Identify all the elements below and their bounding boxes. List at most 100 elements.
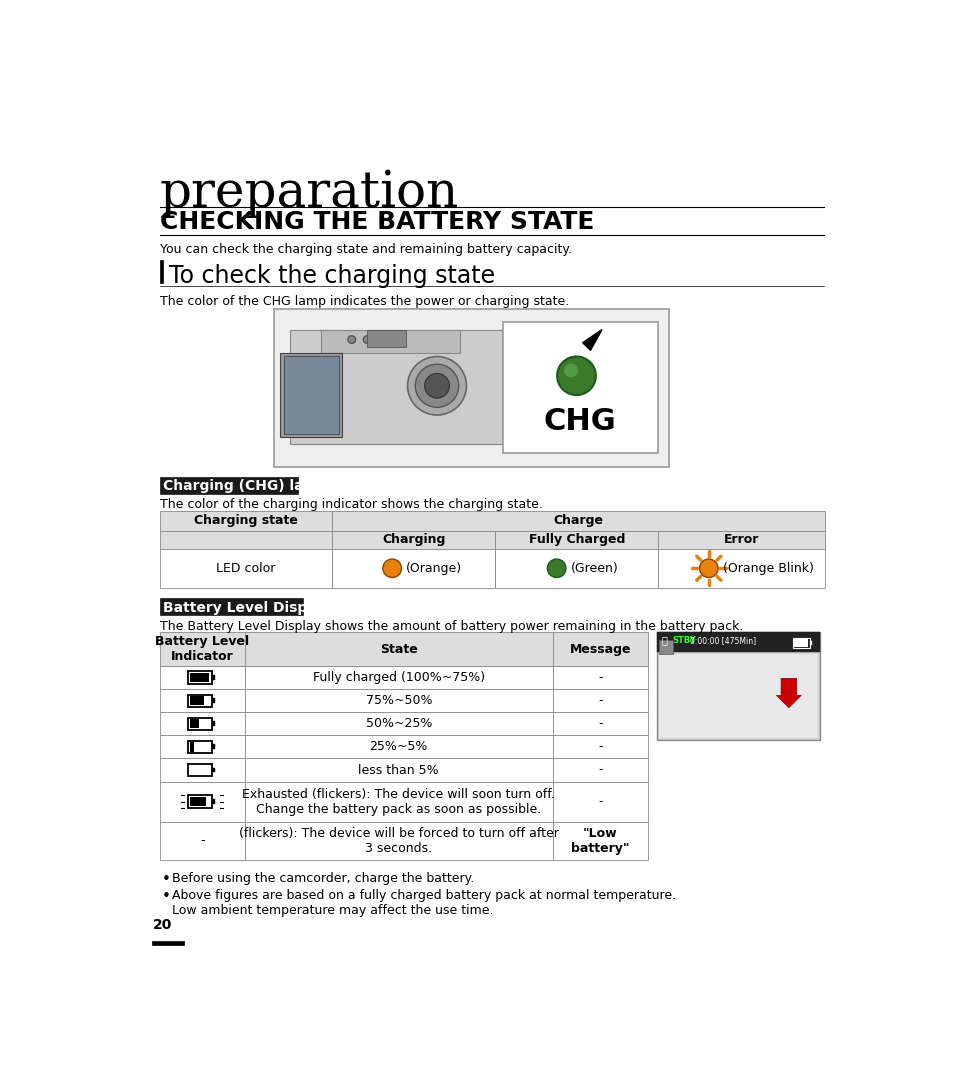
Bar: [552, 781, 647, 822]
Bar: [552, 758, 647, 781]
Bar: [190, 696, 204, 706]
Bar: [245, 822, 552, 860]
Bar: [245, 735, 552, 758]
Text: 0:00:00 [475Min]: 0:00:00 [475Min]: [689, 636, 755, 645]
Bar: [188, 671, 212, 684]
Bar: [188, 718, 212, 730]
Text: State: State: [379, 643, 417, 656]
Text: Error: Error: [723, 533, 759, 547]
Bar: [159, 781, 245, 822]
Text: (Green): (Green): [570, 562, 618, 575]
Text: -: -: [598, 741, 601, 754]
Bar: [188, 764, 212, 776]
Bar: [212, 721, 215, 727]
Bar: [159, 511, 332, 530]
Bar: [245, 667, 552, 690]
Text: You can check the charging state and remaining battery capacity.: You can check the charging state and rem…: [159, 242, 571, 255]
Bar: [212, 768, 215, 772]
Text: 25%~5%: 25%~5%: [369, 741, 428, 754]
Text: (Orange): (Orange): [406, 562, 462, 575]
Text: -: -: [598, 717, 601, 730]
Bar: [658, 640, 672, 654]
Text: Above figures are based on a fully charged battery pack at normal temperature.
L: Above figures are based on a fully charg…: [172, 889, 676, 918]
Text: The color of the charging indicator shows the charging state.: The color of the charging indicator show…: [159, 499, 542, 512]
Text: preparation: preparation: [159, 169, 458, 218]
Text: CHECKING THE BATTERY STATE: CHECKING THE BATTERY STATE: [159, 211, 594, 235]
Bar: [552, 822, 647, 860]
Bar: [290, 329, 502, 444]
Text: STBY: STBY: [672, 636, 696, 645]
Circle shape: [547, 559, 565, 577]
Circle shape: [415, 364, 458, 407]
Bar: [245, 781, 552, 822]
Bar: [159, 667, 245, 690]
Text: Fully charged (100%~75%): Fully charged (100%~75%): [313, 671, 484, 684]
Text: The Battery Level Display shows the amount of battery power remaining in the bat: The Battery Level Display shows the amou…: [159, 620, 742, 633]
Polygon shape: [582, 329, 601, 350]
Circle shape: [407, 357, 466, 415]
Text: "Low
battery": "Low battery": [570, 827, 629, 855]
Bar: [159, 598, 303, 615]
Bar: [658, 530, 823, 549]
Bar: [245, 758, 552, 781]
Bar: [188, 695, 212, 707]
Bar: [159, 260, 163, 283]
Bar: [658, 549, 823, 588]
Bar: [159, 632, 245, 667]
Bar: [152, 940, 184, 945]
Bar: [190, 719, 199, 729]
Bar: [552, 735, 647, 758]
Text: -: -: [598, 764, 601, 777]
Bar: [552, 712, 647, 735]
Bar: [212, 675, 215, 680]
Text: •: •: [162, 873, 171, 887]
Bar: [188, 741, 212, 753]
Text: 50%~25%: 50%~25%: [365, 717, 432, 730]
Text: LED color: LED color: [216, 562, 275, 575]
FancyArrow shape: [776, 679, 801, 708]
Bar: [159, 690, 245, 712]
Bar: [159, 712, 245, 735]
Bar: [159, 758, 245, 781]
Bar: [188, 795, 212, 807]
Bar: [793, 639, 807, 647]
Text: 📷: 📷: [661, 635, 667, 645]
Text: Before using the camcorder, charge the battery.: Before using the camcorder, charge the b…: [172, 873, 474, 886]
Circle shape: [363, 336, 371, 344]
Text: 75%~50%: 75%~50%: [365, 694, 432, 707]
Text: Battery Level
Indicator: Battery Level Indicator: [155, 635, 249, 663]
Bar: [245, 632, 552, 667]
Circle shape: [382, 559, 401, 577]
Bar: [212, 744, 215, 750]
Text: The color of the CHG lamp indicates the power or charging state.: The color of the CHG lamp indicates the …: [159, 295, 568, 308]
Text: Message: Message: [569, 643, 630, 656]
Bar: [212, 698, 215, 704]
Bar: [658, 654, 818, 739]
Bar: [657, 632, 819, 652]
Bar: [552, 632, 647, 667]
Bar: [502, 322, 658, 453]
Text: Battery Level Display: Battery Level Display: [163, 601, 330, 614]
Bar: [212, 799, 215, 804]
Text: (flickers): The device will be forced to turn off after
3 seconds.: (flickers): The device will be forced to…: [238, 827, 558, 855]
Bar: [159, 549, 332, 588]
Text: -: -: [598, 671, 601, 684]
Bar: [159, 530, 332, 549]
Text: To check the charging state: To check the charging state: [169, 264, 495, 288]
Bar: [245, 712, 552, 735]
Bar: [552, 690, 647, 712]
Bar: [657, 632, 819, 740]
Bar: [274, 309, 669, 467]
Text: Fully Charged: Fully Charged: [528, 533, 624, 547]
Text: Charging state: Charging state: [193, 514, 297, 527]
Bar: [809, 640, 811, 645]
Bar: [245, 690, 552, 712]
Bar: [159, 822, 245, 860]
Bar: [320, 329, 459, 352]
Text: Charging (CHG) lamp: Charging (CHG) lamp: [163, 479, 328, 493]
Text: CHG: CHG: [543, 407, 616, 435]
Circle shape: [378, 336, 386, 344]
Bar: [159, 477, 297, 493]
Bar: [552, 667, 647, 690]
Text: -: -: [200, 835, 204, 848]
